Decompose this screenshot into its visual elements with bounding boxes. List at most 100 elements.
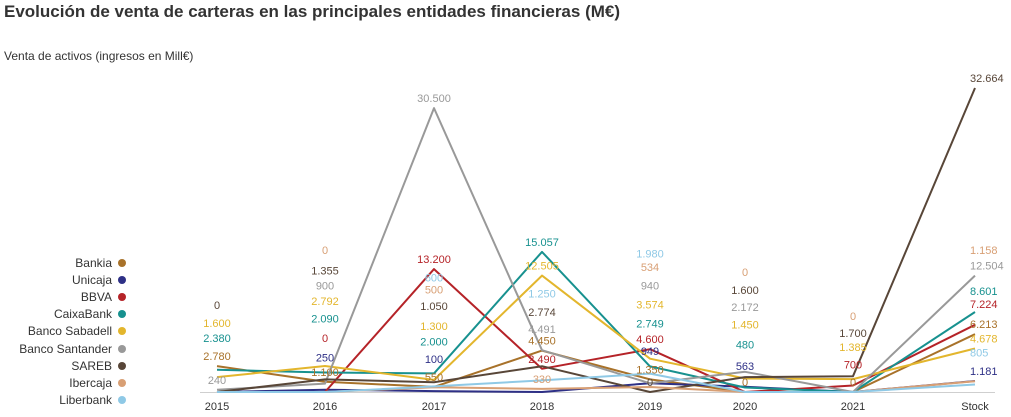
data-label-caixabank: 480 [736,340,754,352]
data-label-banco-santander: 940 [641,280,659,292]
data-label-sareb: 1.700 [839,328,867,340]
data-label-banco-sabadell: 4.678 [970,334,998,346]
data-label-caixabank: 2.000 [420,336,448,348]
legend-swatch [118,396,126,405]
data-label-unicaja: 100 [425,354,443,366]
legend-swatch [118,292,126,301]
data-label-unicaja: 250 [316,353,334,365]
x-tick-label: 2019 [638,401,662,413]
data-label-caixabank: 8.601 [970,286,998,298]
chart-subtitle: Venta de activos (ingresos en Mill€) [4,49,194,63]
legend-label: Unicaja [71,272,112,287]
data-label-ibercaja: 330 [533,374,551,386]
data-label-banco-sabadell: 1.600 [203,318,231,330]
legend-item-bbva: BBVA [0,288,126,305]
data-label-bbva: 7.224 [970,299,998,311]
data-label-banco-sabadell: 12.505 [525,261,559,273]
legend-label: SAREB [71,358,112,373]
data-label-sareb: 0 [214,300,220,312]
data-label-sareb: 32.664 [970,73,1004,85]
x-tick-label: 2021 [841,401,865,413]
data-label-sareb: 1.050 [420,301,448,313]
data-label-ibercaja: 1.158 [970,245,998,257]
legend-item-caixabank: CaixaBank [0,306,126,323]
data-label-banco-sabadell: 2.792 [311,296,339,308]
legend-swatch [118,327,126,336]
data-label-liberbank: 1.980 [636,249,664,261]
data-label-liberbank: 805 [970,348,988,360]
x-tick-label: 2016 [313,401,337,413]
legend-label: BBVA [80,289,112,304]
legend-swatch [118,258,126,267]
data-label-bbva: 4.600 [636,334,664,346]
legend-swatch [118,378,126,387]
data-label-bankia: 550 [425,372,443,384]
data-label-banco-sabadell: 1.300 [420,321,448,333]
series-line-banco-santander [216,107,976,393]
data-label-ibercaja: 500 [425,284,443,296]
x-tick-label: Stock [961,401,989,413]
legend-label: Banco Sabadell [27,324,112,339]
data-label-bankia: 6.213 [970,319,998,331]
data-label-ibercaja: 0 [850,311,856,323]
data-label-bankia: 4.450 [528,336,556,348]
legend-label: CaixaBank [53,307,112,322]
data-label-bankia: 2.780 [203,351,231,363]
data-label-bbva: 0 [322,333,328,345]
legend-swatch [118,361,126,370]
x-tick-label: 2020 [733,401,757,413]
data-label-ibercaja: 0 [322,245,328,257]
legend-item-unicaja: Unicaja [0,271,126,288]
data-label-caixabank: 2.090 [311,314,339,326]
data-label-sareb: 1.355 [311,265,339,277]
data-label-unicaja: 563 [736,361,754,373]
chart-legend: Bankia Unicaja BBVA CaixaBank Banco Sabadell… [0,254,126,409]
data-label-banco-santander: 4.491 [528,324,556,336]
legend-item-bankia: Bankia [0,254,126,271]
data-label-sareb: 1.600 [731,285,759,297]
data-label-bbva: 13.200 [417,254,451,266]
legend-label: Liberbank [59,393,112,408]
data-label-ibercaja: 534 [641,262,659,274]
data-label-caixabank: 2.749 [636,318,664,330]
data-label-bankia: 0 [850,377,856,389]
data-label-banco-sabadell: 3.574 [636,300,664,312]
chart-title: Evolución de venta de carteras en las pr… [4,2,621,21]
legend-item-banco-santander: Banco Santander [0,340,126,357]
series-line-bbva [217,268,976,393]
x-tick-label: 2015 [205,401,229,413]
data-label-liberbank: 600 [425,272,443,284]
data-label-banco-sabadell: 1.385 [839,342,867,354]
legend-item-ibercaja: Ibercaja [0,374,126,391]
data-label-banco-santander: 900 [316,281,334,293]
data-label-ibercaja: 0 [742,267,748,279]
data-label-liberbank: 1.250 [528,288,556,300]
data-label-sareb: 0 [647,377,653,389]
series-line-banco-sabadell [216,274,976,381]
data-label-bankia: 1.100 [311,367,339,379]
x-tick-label: 2017 [422,401,446,413]
data-label-caixabank: 2.380 [203,333,231,345]
series-line-liberbank [217,372,976,393]
legend-swatch [118,310,126,319]
legend-item-banco-sabadell: Banco Sabadell [0,323,126,340]
data-label-sareb: 2.774 [528,307,556,319]
data-label-caixabank: 15.057 [525,237,559,249]
data-label-unicaja: 949 [641,346,659,358]
data-label-banco-santander: 240 [208,375,226,387]
series-line-sareb [216,87,976,393]
data-label-bankia: 0 [742,377,748,389]
legend-swatch [118,344,126,353]
data-label-bbva: 2.490 [528,354,556,366]
x-tick-label: 2018 [530,401,554,413]
data-label-banco-santander: 2.172 [731,302,759,314]
data-label-bankia: 1.350 [636,364,664,376]
legend-swatch [118,275,126,284]
data-label-banco-santander: 30.500 [417,93,451,105]
legend-item-sareb: SAREB [0,357,126,374]
data-label-banco-santander: 12.504 [970,261,1004,273]
data-label-bbva: 700 [844,360,862,372]
legend-item-liberbank: Liberbank [0,392,126,409]
legend-label: Bankia [75,255,112,270]
